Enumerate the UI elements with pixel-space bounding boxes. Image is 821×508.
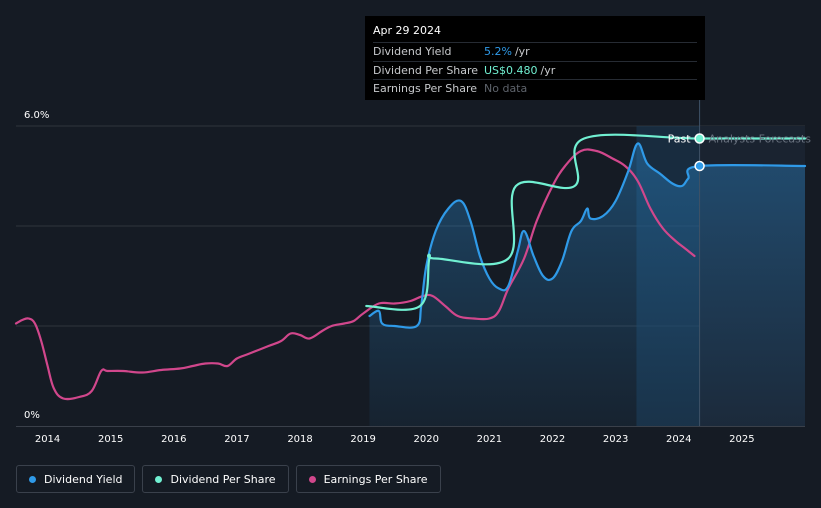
earnings-per-share-line bbox=[14, 148, 696, 401]
x-tick-label: 2025 bbox=[729, 434, 754, 445]
tooltip-value: No data bbox=[484, 82, 528, 96]
analysts-forecasts-label: Analysts Forecasts bbox=[709, 133, 812, 146]
tooltip-row-dividend-per-share: Dividend Per Share US$0.480 /yr bbox=[373, 60, 697, 80]
x-tick-label: 2020 bbox=[414, 434, 439, 445]
x-tick-label: 2015 bbox=[98, 434, 123, 445]
dividend-per-share-dot-icon bbox=[155, 475, 163, 483]
earnings-per-share-dot-icon bbox=[308, 475, 316, 483]
series-lines bbox=[14, 133, 807, 401]
x-tick-label: 2016 bbox=[161, 434, 186, 445]
dividend-yield-dot-icon bbox=[29, 475, 36, 483]
x-axis: 2014 2015 2016 2017 2018 2019 2020 2021 2022 2023… bbox=[35, 434, 755, 445]
legend-label: Dividend Per Share bbox=[170, 472, 276, 486]
x-tick-label: 2023 bbox=[603, 434, 628, 445]
dividend-per-share-line bbox=[365, 133, 807, 311]
x-tick-label: 2022 bbox=[540, 434, 565, 445]
x-tick-label: 2021 bbox=[477, 434, 502, 445]
x-tick-label: 2014 bbox=[35, 434, 60, 445]
dividend-yield-line bbox=[368, 142, 807, 329]
legend-dividend-per-share[interactable]: Dividend Per Share bbox=[142, 465, 289, 493]
y-tick-label: 0% bbox=[24, 410, 40, 421]
legend-label: Dividend Yield bbox=[44, 472, 123, 486]
y-tick-label: 6.0% bbox=[24, 110, 49, 121]
past-label: Past bbox=[668, 133, 692, 146]
tooltip-label: Dividend Yield bbox=[373, 45, 452, 59]
dividend-per-share-marker bbox=[694, 133, 705, 144]
y-axis: 6.0% 0% bbox=[24, 110, 49, 421]
tooltip-unit: /yr bbox=[540, 63, 556, 77]
x-tick-label: 2024 bbox=[666, 434, 691, 445]
dividend-yield-marker bbox=[694, 160, 705, 172]
legend-dividend-yield[interactable]: Dividend Yield bbox=[16, 465, 136, 493]
tooltip-label: Dividend Per Share bbox=[373, 63, 479, 77]
x-tick-label: 2018 bbox=[287, 434, 312, 445]
tooltip-value: US$0.480 bbox=[484, 63, 538, 77]
tooltip-row-dividend-yield: Dividend Yield 5.2% /yr bbox=[373, 42, 697, 61]
chart-overlay: Past Analysts Forecasts bbox=[668, 100, 812, 426]
chart-areas bbox=[369, 126, 805, 426]
hover-tooltip: Apr 29 2024 Dividend Yield 5.2% /yr Divi… bbox=[365, 16, 705, 100]
x-tick-label: 2017 bbox=[224, 434, 249, 445]
dividend-yield-area bbox=[369, 143, 805, 426]
x-tick-label: 2019 bbox=[350, 434, 375, 445]
legend-label: Earnings Per Share bbox=[323, 472, 428, 486]
tooltip-date: Apr 29 2024 bbox=[373, 24, 442, 37]
legend-earnings-per-share[interactable]: Earnings Per Share bbox=[295, 465, 441, 493]
tooltip-row-earnings-per-share: Earnings Per Share No data bbox=[373, 79, 697, 98]
tooltip-unit: /yr bbox=[514, 45, 530, 59]
tooltip-value: 5.2% bbox=[484, 45, 512, 59]
tooltip-label: Earnings Per Share bbox=[373, 82, 478, 96]
chart-legend: Dividend Yield Dividend Per Share Earnin… bbox=[16, 465, 441, 493]
